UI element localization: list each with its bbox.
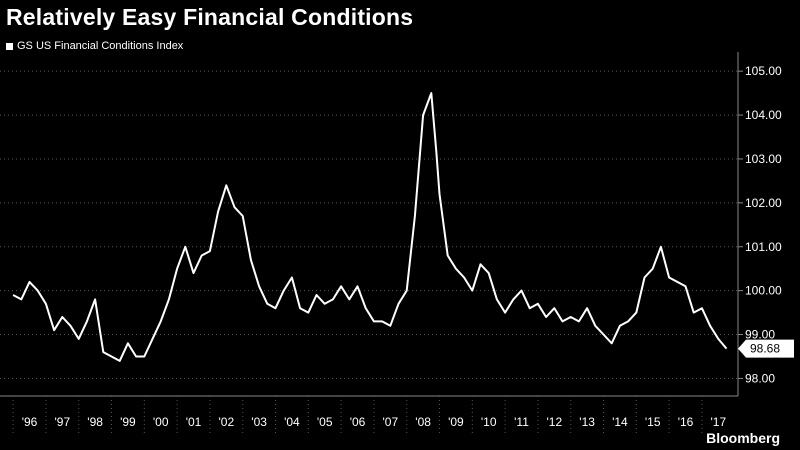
x-tick-label: '09 xyxy=(448,415,464,429)
last-value-label: 98.68 xyxy=(750,342,780,356)
x-tick-label: '04 xyxy=(284,415,300,429)
series-line xyxy=(12,92,728,362)
y-tick-label: 98.00 xyxy=(745,371,775,385)
x-tick-label: '12 xyxy=(546,415,562,429)
last-value-marker xyxy=(738,339,794,358)
chart-title: Relatively Easy Financial Conditions xyxy=(6,4,414,30)
x-tick-label: '17 xyxy=(710,415,726,429)
y-tick-label: 99.00 xyxy=(745,328,775,342)
y-tick-label: 104.00 xyxy=(745,108,782,122)
y-tick-label: 105.00 xyxy=(745,64,782,78)
x-tick-label: '16 xyxy=(678,415,694,429)
x-tick-label: '06 xyxy=(350,415,366,429)
y-tick-label: 103.00 xyxy=(745,152,782,166)
bloomberg-logo: Bloomberg xyxy=(706,430,780,446)
x-tick-label: '98 xyxy=(87,415,103,429)
y-tick-label: 102.00 xyxy=(745,196,782,210)
x-tick-label: '97 xyxy=(54,415,70,429)
x-tick-label: '08 xyxy=(415,415,431,429)
x-tick-label: '11 xyxy=(514,415,529,429)
x-tick-label: '02 xyxy=(218,415,234,429)
x-tick-label: '96 xyxy=(22,415,38,429)
legend-swatch xyxy=(6,42,13,50)
x-tick-label: '05 xyxy=(317,415,333,429)
y-tick-label: 101.00 xyxy=(745,240,782,254)
legend-label: GS US Financial Conditions Index xyxy=(17,40,184,52)
x-tick-label: '14 xyxy=(612,415,628,429)
x-tick-label: '07 xyxy=(382,415,398,429)
x-tick-label: '00 xyxy=(153,415,169,429)
x-tick-label: '13 xyxy=(579,415,595,429)
x-tick-label: '03 xyxy=(251,415,267,429)
y-tick-label: 100.00 xyxy=(745,284,782,298)
x-tick-label: '15 xyxy=(645,415,661,429)
legend: GS US Financial Conditions Index xyxy=(6,40,183,52)
x-tick-label: '99 xyxy=(120,415,136,429)
x-tick-label: '10 xyxy=(481,415,497,429)
x-tick-label: '01 xyxy=(186,415,202,429)
